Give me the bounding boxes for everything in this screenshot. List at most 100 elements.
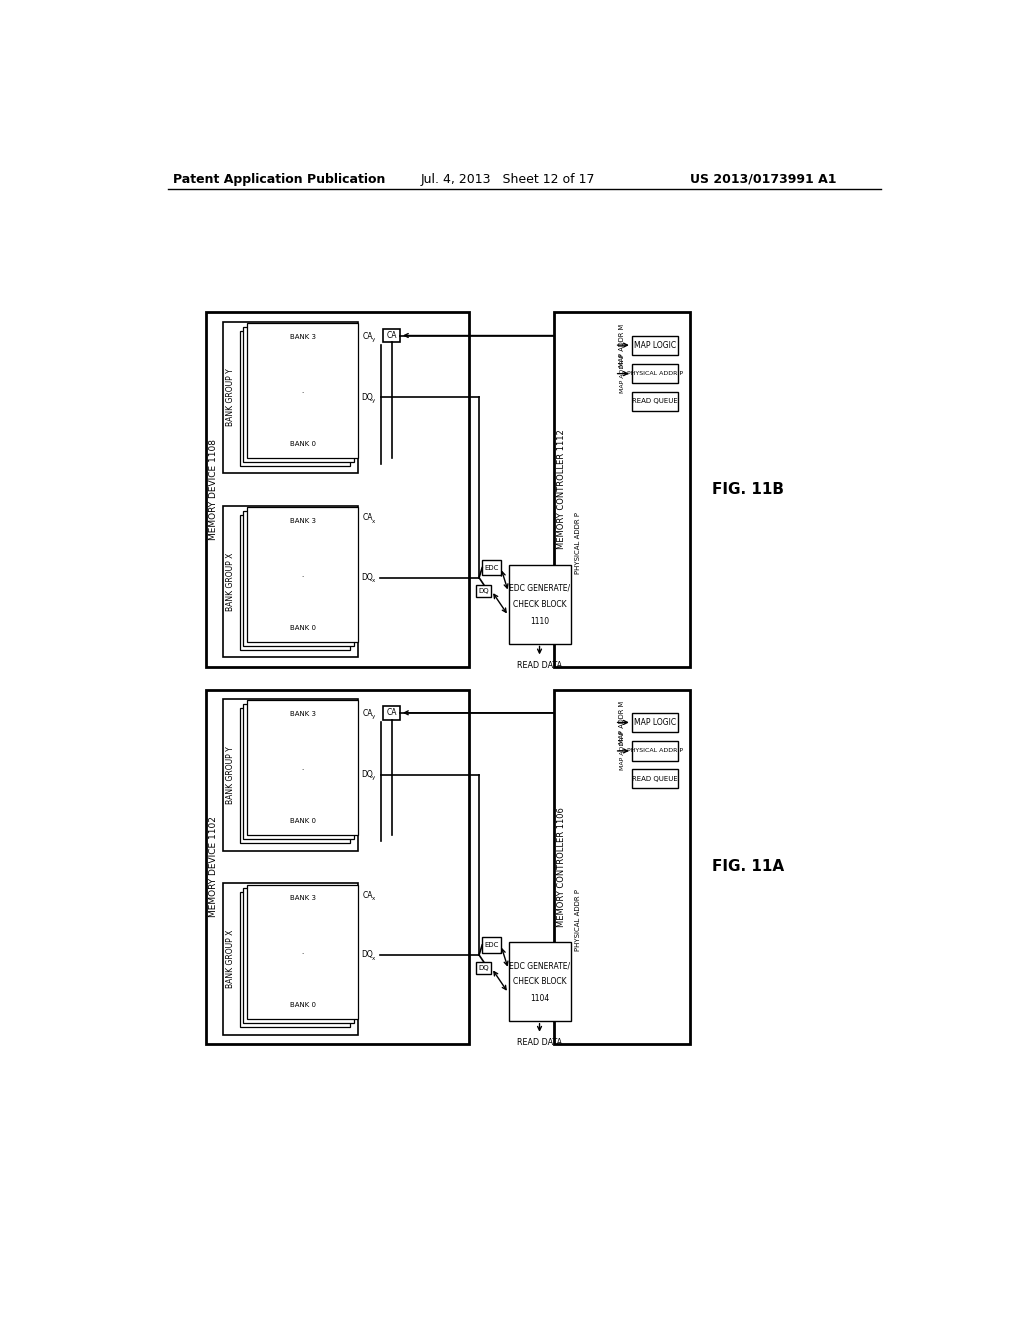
Text: .: . xyxy=(302,572,304,578)
Bar xyxy=(240,708,350,843)
Text: DQ: DQ xyxy=(361,771,374,779)
Bar xyxy=(244,327,354,462)
Text: DQ: DQ xyxy=(478,587,489,594)
Text: BANK 0: BANK 0 xyxy=(290,1002,315,1008)
Text: READ QUEUE: READ QUEUE xyxy=(632,399,678,404)
Bar xyxy=(240,892,350,1027)
Text: .: . xyxy=(302,949,304,954)
Text: READ QUEUE: READ QUEUE xyxy=(632,776,678,781)
Bar xyxy=(248,701,358,836)
Text: CA: CA xyxy=(362,331,373,341)
Text: MAP ADDR M: MAP ADDR M xyxy=(620,323,626,367)
Text: BANK 0: BANK 0 xyxy=(290,818,315,825)
Bar xyxy=(222,700,358,850)
Text: MAP ADDR P: MAP ADDR P xyxy=(620,731,625,771)
Text: .: . xyxy=(302,388,304,393)
Text: CHECK BLOCK: CHECK BLOCK xyxy=(513,977,566,986)
Bar xyxy=(244,705,354,840)
Text: CA: CA xyxy=(362,513,373,523)
Text: BANK 3: BANK 3 xyxy=(290,895,315,902)
Text: MEMORY CONTROLLER 1112: MEMORY CONTROLLER 1112 xyxy=(557,429,566,549)
Text: BANK GROUP Y: BANK GROUP Y xyxy=(226,746,234,804)
Text: y: y xyxy=(372,399,376,403)
Bar xyxy=(476,585,492,597)
Bar xyxy=(248,884,358,1019)
Text: MEMORY CONTROLLER 1106: MEMORY CONTROLLER 1106 xyxy=(557,807,566,927)
Text: .: . xyxy=(302,764,304,771)
Bar xyxy=(222,506,358,657)
Bar xyxy=(554,689,690,1044)
Text: DQ: DQ xyxy=(478,965,489,972)
Text: EDC GENERATE/: EDC GENERATE/ xyxy=(509,961,570,970)
Text: x: x xyxy=(372,519,376,524)
Text: MAP LOGIC: MAP LOGIC xyxy=(634,718,676,727)
Text: PHYSICAL ADDR P: PHYSICAL ADDR P xyxy=(574,888,581,950)
Bar xyxy=(632,713,678,733)
Text: CA: CA xyxy=(386,709,396,717)
Text: DQ: DQ xyxy=(361,393,374,403)
Text: DQ: DQ xyxy=(361,950,374,960)
Bar xyxy=(632,770,678,788)
Text: BANK GROUP X: BANK GROUP X xyxy=(226,552,234,611)
Text: MEMORY DEVICE 1102: MEMORY DEVICE 1102 xyxy=(209,816,218,917)
Text: BANK GROUP Y: BANK GROUP Y xyxy=(226,368,234,426)
Text: CA: CA xyxy=(362,891,373,900)
Text: CA: CA xyxy=(362,709,373,718)
Text: CHECK BLOCK: CHECK BLOCK xyxy=(513,599,566,609)
Text: 1104: 1104 xyxy=(529,994,549,1003)
Bar xyxy=(248,507,358,642)
Text: READ DATA: READ DATA xyxy=(517,1038,562,1047)
Bar xyxy=(222,322,358,474)
Text: BANK 3: BANK 3 xyxy=(290,334,315,341)
Bar xyxy=(632,392,678,411)
Text: y: y xyxy=(372,775,376,780)
Text: BANK 3: BANK 3 xyxy=(290,711,315,717)
Bar xyxy=(383,329,400,342)
Text: PHYSICAL ADDR P: PHYSICAL ADDR P xyxy=(627,371,683,376)
Text: MAP ADDR M: MAP ADDR M xyxy=(620,701,626,744)
Text: x: x xyxy=(372,896,376,900)
Text: EDC: EDC xyxy=(484,942,499,948)
Text: CA: CA xyxy=(386,331,396,341)
Text: x: x xyxy=(372,956,376,961)
Text: PHYSICAL ADDR P: PHYSICAL ADDR P xyxy=(627,748,683,754)
Text: MEMORY DEVICE 1108: MEMORY DEVICE 1108 xyxy=(209,440,218,540)
Bar xyxy=(482,937,501,953)
Bar xyxy=(509,565,570,644)
Text: EDC GENERATE/: EDC GENERATE/ xyxy=(509,583,570,593)
Text: y: y xyxy=(372,337,376,342)
Bar xyxy=(222,883,358,1035)
Bar xyxy=(244,888,354,1023)
Text: US 2013/0173991 A1: US 2013/0173991 A1 xyxy=(690,173,837,186)
Text: FIG. 11B: FIG. 11B xyxy=(712,482,784,498)
Bar xyxy=(482,560,501,576)
Bar xyxy=(240,515,350,649)
Text: MAP ADDR P: MAP ADDR P xyxy=(620,354,625,393)
Text: DQ: DQ xyxy=(361,573,374,582)
Text: MAP LOGIC: MAP LOGIC xyxy=(634,341,676,350)
Text: FIG. 11A: FIG. 11A xyxy=(712,859,784,874)
Text: Patent Application Publication: Patent Application Publication xyxy=(173,173,385,186)
Text: y: y xyxy=(372,714,376,719)
Bar xyxy=(632,742,678,760)
Text: BANK 0: BANK 0 xyxy=(290,626,315,631)
Text: BANK 0: BANK 0 xyxy=(290,441,315,447)
Bar xyxy=(244,511,354,645)
Text: Jul. 4, 2013   Sheet 12 of 17: Jul. 4, 2013 Sheet 12 of 17 xyxy=(421,173,595,186)
Bar xyxy=(509,942,570,1020)
Bar xyxy=(240,331,350,466)
Bar xyxy=(632,335,678,355)
Text: READ DATA: READ DATA xyxy=(517,660,562,669)
Bar xyxy=(383,706,400,719)
Text: 1110: 1110 xyxy=(530,616,549,626)
Text: x: x xyxy=(372,578,376,583)
Bar xyxy=(476,962,492,974)
Bar xyxy=(248,323,358,458)
Bar xyxy=(206,313,469,667)
Text: BANK 3: BANK 3 xyxy=(290,517,315,524)
Text: BANK GROUP X: BANK GROUP X xyxy=(226,929,234,987)
Bar xyxy=(206,689,469,1044)
Text: EDC: EDC xyxy=(484,565,499,570)
Bar xyxy=(632,364,678,383)
Text: PHYSICAL ADDR P: PHYSICAL ADDR P xyxy=(574,512,581,574)
